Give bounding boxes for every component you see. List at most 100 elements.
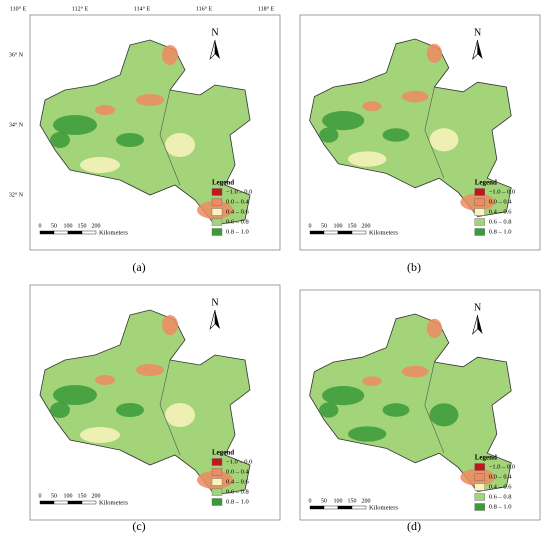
panel-frame bbox=[299, 289, 541, 521]
longitude-label: 116° E bbox=[196, 5, 213, 12]
legend-swatch bbox=[474, 218, 485, 226]
land-patch bbox=[362, 376, 382, 386]
legend-label: 0.6 – 0.8 bbox=[226, 218, 249, 225]
legend-swatch bbox=[474, 483, 485, 491]
scale-unit: Kilometers bbox=[369, 229, 398, 236]
legend-title: Legend bbox=[475, 454, 497, 462]
land-patch bbox=[319, 127, 339, 143]
legend-swatch bbox=[211, 198, 223, 206]
north-label: N bbox=[474, 302, 481, 313]
legend-label: 0.0 – 0.4 bbox=[489, 198, 512, 205]
north-arrow bbox=[209, 309, 216, 330]
longitude-label: 118° E bbox=[258, 5, 275, 12]
scale-label: 100 bbox=[334, 498, 343, 504]
scale-segment bbox=[81, 500, 97, 505]
scale-label: 0 bbox=[39, 493, 42, 499]
legend-label: 0.8 – 1.0 bbox=[489, 503, 512, 510]
panel-frame bbox=[299, 14, 541, 251]
land-patch bbox=[80, 427, 120, 443]
latitude-label: 32° N bbox=[9, 191, 24, 198]
longitude-label: 112° E bbox=[72, 5, 89, 12]
land-patch bbox=[348, 151, 387, 167]
land-patch bbox=[116, 403, 144, 417]
legend-swatch bbox=[211, 188, 223, 196]
land-patch bbox=[95, 105, 115, 115]
scale-segment bbox=[39, 500, 55, 505]
land-patch bbox=[50, 402, 70, 418]
land-patch bbox=[426, 43, 443, 63]
land-patch bbox=[53, 115, 97, 135]
legend-swatch bbox=[474, 228, 485, 236]
legend-swatch bbox=[211, 228, 223, 236]
north-label: N bbox=[211, 297, 218, 308]
scale-segment bbox=[81, 230, 97, 235]
legend-label: 0.6 – 0.8 bbox=[226, 488, 249, 495]
scale-label: 100 bbox=[334, 223, 343, 229]
scale-segment bbox=[351, 230, 367, 235]
legend-swatch bbox=[211, 478, 223, 486]
land-patch bbox=[95, 375, 115, 385]
scale-label: 50 bbox=[51, 493, 57, 499]
scale-segment bbox=[309, 230, 325, 235]
panel-frame bbox=[29, 14, 281, 251]
land-patch bbox=[162, 315, 178, 335]
scale-label: 150 bbox=[348, 498, 357, 504]
land-patch bbox=[116, 133, 144, 147]
panel-label: (d) bbox=[407, 519, 421, 533]
scale-label: 200 bbox=[92, 493, 101, 499]
scale-segment bbox=[309, 505, 325, 510]
latitude-label: 36° N bbox=[9, 51, 24, 58]
map-panel: N Legend−1.0 – 0.0 0.0 – 0.4 0.4 – 0.6 0.6 –… bbox=[29, 284, 281, 521]
legend-swatch bbox=[474, 188, 485, 196]
legend-label: −1.0 – 0.0 bbox=[489, 188, 515, 195]
land-patch bbox=[382, 403, 410, 417]
scale-segment bbox=[337, 505, 353, 510]
north-arrow bbox=[477, 315, 483, 334]
scale-label: 150 bbox=[348, 223, 357, 229]
scale-unit: Kilometers bbox=[369, 504, 398, 511]
legend-swatch bbox=[211, 488, 223, 496]
land-patch bbox=[362, 101, 382, 111]
legend-label: 0.6 – 0.8 bbox=[489, 493, 512, 500]
land-patch bbox=[426, 318, 443, 338]
longitude-label: 114° E bbox=[134, 5, 151, 12]
scale-segment bbox=[67, 230, 83, 235]
panel-label: (a) bbox=[132, 260, 145, 274]
scale-segment bbox=[67, 500, 83, 505]
legend-label: 0.4 – 0.6 bbox=[226, 478, 250, 485]
legend-swatch bbox=[474, 473, 485, 481]
land-patch bbox=[401, 365, 429, 378]
legend-label: 0.4 – 0.6 bbox=[226, 208, 250, 215]
scale-label: 0 bbox=[309, 498, 312, 504]
panel-frame bbox=[29, 284, 281, 521]
scale-unit: Kilometers bbox=[99, 229, 128, 236]
land-patch bbox=[162, 45, 178, 65]
land-patch bbox=[401, 90, 429, 103]
land-patch bbox=[165, 133, 195, 157]
scale-unit: Kilometers bbox=[99, 499, 128, 506]
scale-segment bbox=[39, 230, 55, 235]
north-arrow bbox=[477, 40, 483, 59]
land-patch bbox=[50, 132, 70, 148]
province-shape bbox=[309, 38, 512, 218]
scale-label: 50 bbox=[321, 498, 327, 504]
land-patch bbox=[348, 426, 387, 442]
legend-swatch bbox=[474, 198, 485, 206]
boundary-line bbox=[424, 86, 445, 179]
scale-segment bbox=[323, 230, 339, 235]
land-patch bbox=[53, 385, 97, 405]
land-patch bbox=[136, 364, 164, 376]
land-patch bbox=[80, 157, 120, 173]
legend-swatch bbox=[211, 208, 223, 216]
legend-label: 0.6 – 0.8 bbox=[489, 218, 512, 225]
longitude-label: 110° E bbox=[10, 5, 27, 12]
legend-swatch bbox=[474, 208, 485, 216]
legend-label: 0.0 – 0.4 bbox=[226, 468, 250, 475]
boundary-line bbox=[159, 89, 181, 186]
legend-label: 0.8 – 1.0 bbox=[226, 498, 249, 505]
scale-segment bbox=[53, 230, 69, 235]
panel-label: (c) bbox=[132, 519, 145, 533]
scale-label: 0 bbox=[309, 223, 312, 229]
map-panel: N Legend−1.0 – 0.0 0.0 – 0.4 0.4 – 0.6 0.6 –… bbox=[299, 14, 541, 251]
